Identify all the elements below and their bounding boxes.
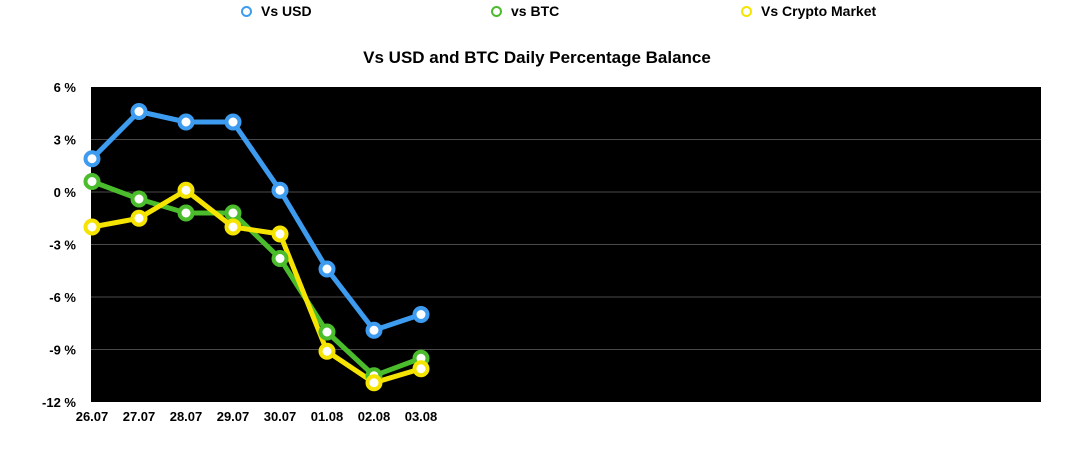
data-point — [271, 181, 289, 199]
x-tick-label: 27.07 — [123, 409, 156, 424]
x-tick-label: 28.07 — [170, 409, 203, 424]
data-point — [318, 323, 336, 341]
data-point — [177, 113, 195, 131]
data-point — [365, 374, 383, 392]
data-point — [412, 360, 430, 378]
legend-label-vs-btc: vs BTC — [511, 3, 560, 19]
data-point — [130, 209, 148, 227]
data-point — [177, 181, 195, 199]
chart-title: Vs USD and BTC Daily Percentage Balance — [363, 48, 711, 67]
data-point — [224, 204, 242, 222]
x-axis-ticks: 26.07 27.07 28.07 29.07 30.07 01.08 02.08 03.08 — [76, 409, 438, 424]
series-points — [83, 103, 430, 392]
legend-swatch-vs-btc-icon — [491, 5, 502, 17]
x-tick-label: 03.08 — [405, 409, 438, 424]
data-point — [83, 218, 101, 236]
y-tick-label: 3 % — [54, 133, 77, 148]
legend: Vs USD vs BTC Vs Crypto Market — [0, 3, 1074, 21]
x-tick-label: 29.07 — [217, 409, 250, 424]
x-tick-label: 01.08 — [311, 409, 344, 424]
legend-swatch-vs-crypto-market-icon — [741, 5, 752, 17]
data-point — [83, 173, 101, 190]
data-point — [271, 250, 289, 267]
data-point — [130, 190, 148, 208]
y-tick-label: -12 % — [42, 395, 76, 410]
y-axis-ticks: 6 % 3 % 0 % -3 % -6 % -9 % -12 % — [42, 80, 76, 410]
legend-item-vs-usd[interactable]: Vs USD — [241, 3, 312, 19]
data-point — [365, 321, 383, 339]
legend-item-vs-crypto-market[interactable]: Vs Crypto Market — [741, 3, 876, 19]
data-point — [271, 225, 289, 243]
data-point — [177, 204, 195, 222]
data-point — [318, 260, 336, 278]
legend-label-vs-usd: Vs USD — [261, 3, 312, 19]
y-tick-label: -9 % — [49, 343, 76, 358]
gridlines — [91, 139, 1041, 350]
data-point — [224, 218, 242, 236]
data-point — [224, 113, 242, 131]
x-tick-label: 26.07 — [76, 409, 109, 424]
x-tick-label: 02.08 — [358, 409, 391, 424]
legend-swatch-vs-usd-icon — [241, 5, 252, 17]
data-point — [318, 342, 336, 360]
y-tick-label: 0 % — [54, 185, 77, 200]
legend-item-vs-btc[interactable]: vs BTC — [491, 3, 559, 19]
y-tick-label: -3 % — [49, 238, 76, 253]
x-tick-label: 30.07 — [264, 409, 297, 424]
legend-label-vs-crypto-market: Vs Crypto Market — [761, 3, 877, 19]
data-point — [83, 150, 101, 168]
data-point — [130, 103, 148, 120]
y-tick-label: 6 % — [54, 80, 77, 95]
y-tick-label: -6 % — [49, 290, 76, 305]
data-point — [412, 306, 430, 323]
